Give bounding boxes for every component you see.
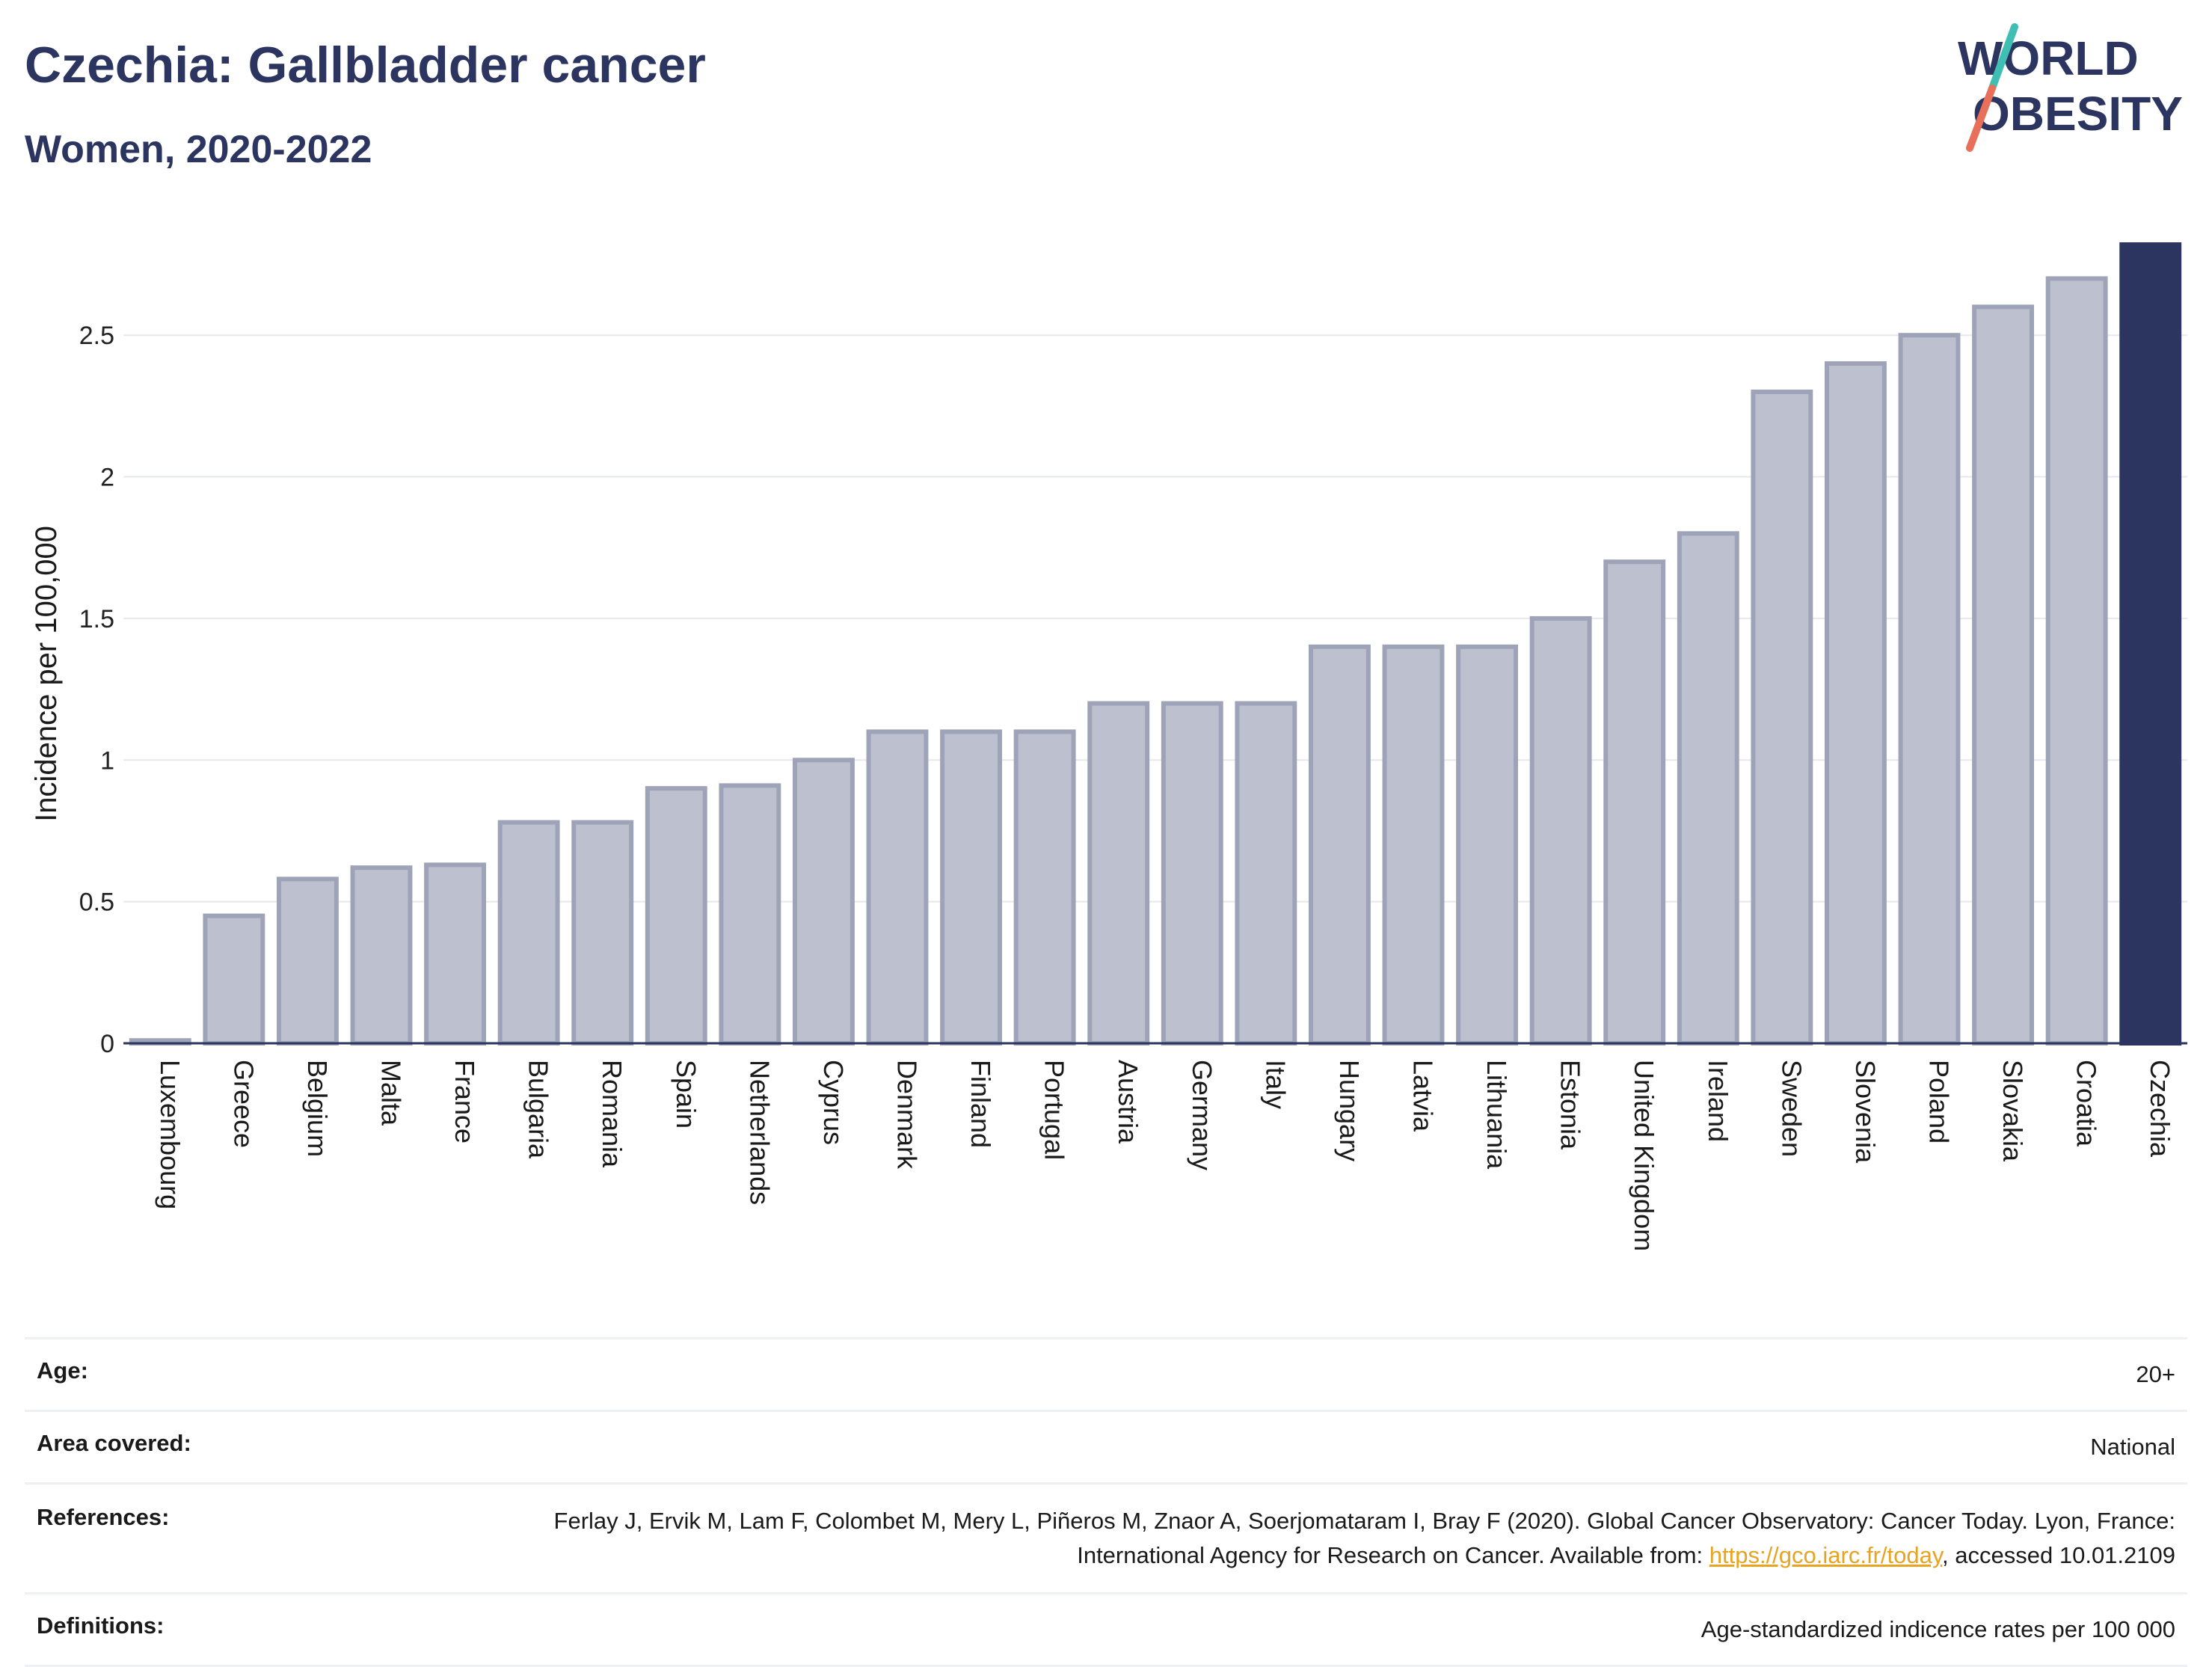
area-label: Area covered: (37, 1430, 191, 1456)
area-value: National (2090, 1434, 2175, 1460)
x-tick-label: France (449, 1060, 480, 1143)
y-tick-label: 2.5 (79, 322, 114, 350)
info-row-references: References: Ferlay J, Ervik M, Lam F, Co… (25, 1485, 2187, 1594)
info-table: Age: 20+ Area covered: National Referenc… (25, 1337, 2187, 1667)
x-tick-label: Finland (965, 1060, 996, 1148)
bar-united-kingdom (1603, 559, 1666, 1046)
x-tick-label: Belgium (302, 1060, 333, 1157)
x-tick-label: Cyprus (818, 1060, 849, 1145)
x-tick-label: Austria (1113, 1060, 1143, 1144)
bar-portugal (1013, 729, 1076, 1046)
x-tick-label: Greece (228, 1060, 259, 1148)
y-tick-label: 2 (100, 464, 114, 492)
references-text-1: Ferlay J, Ervik M, Lam F, Colombet M, Me… (553, 1508, 2175, 1568)
bar-estonia (1529, 615, 1592, 1046)
bar-lithuania (1456, 644, 1519, 1046)
chart-title: Czechia: Gallbladder cancer (25, 37, 706, 93)
bar-sweden (1751, 389, 1813, 1046)
references-text-2: , accessed 10.01.2109 (1942, 1542, 2175, 1568)
bar-spain (645, 786, 707, 1046)
bar-cyprus (792, 758, 855, 1046)
x-tick-label: Malta (375, 1060, 406, 1126)
bar-bulgaria (497, 820, 560, 1046)
bar-italy (1235, 701, 1297, 1046)
logo-line2: OBESITY (1973, 87, 2183, 141)
x-tick-labels: Luxembourg Greece Belgium Malta France Bulgar… (155, 1060, 2175, 1251)
x-tick-label: Germany (1187, 1060, 1217, 1170)
y-tick-label: 0 (100, 1030, 114, 1058)
bar-hungary (1308, 644, 1371, 1046)
bar-ireland (1677, 531, 1739, 1046)
logo-slash-teal (1988, 23, 2018, 92)
x-tick-label: Czechia (2145, 1060, 2175, 1158)
bar-greece (203, 913, 265, 1046)
x-tick-label: Lithuania (1481, 1060, 1512, 1170)
x-tick-label: Latvia (1407, 1060, 1438, 1132)
x-tick-label: Denmark (891, 1060, 922, 1170)
y-tick-labels: 0 0.5 1 1.5 2 2.5 (79, 322, 114, 1058)
bar-poland (1898, 333, 1961, 1046)
bar-france (424, 862, 487, 1046)
x-tick-label: Netherlands (744, 1060, 775, 1205)
x-tick-label: Hungary (1334, 1060, 1365, 1161)
age-label: Age: (37, 1357, 88, 1384)
definitions-value: Age-standardized indicence rates per 100… (1701, 1616, 2175, 1642)
x-tick-label: Romania (597, 1060, 627, 1168)
bar-slovakia (1972, 304, 2035, 1046)
x-tick-label: Slovakia (1997, 1060, 2028, 1162)
y-tick-label: 1 (100, 746, 114, 775)
bar-romania (571, 820, 634, 1046)
y-tick-label: 1.5 (79, 605, 114, 633)
x-tick-label: Luxembourg (155, 1060, 185, 1209)
bar-slovenia (1824, 361, 1887, 1046)
x-tick-label: Ireland (1703, 1060, 1733, 1142)
bar-austria (1087, 701, 1150, 1046)
bar-czechia (2119, 242, 2182, 1046)
logo-slash-coral (1966, 85, 1996, 152)
info-row-age: Age: 20+ (25, 1339, 2187, 1412)
x-tick-label: Bulgaria (523, 1060, 554, 1159)
x-tick-label: Italy (1260, 1060, 1291, 1109)
age-value: 20+ (2136, 1361, 2175, 1387)
x-tick-label: United Kingdom (1629, 1060, 1659, 1251)
bar-netherlands (719, 783, 781, 1046)
x-tick-label: Estonia (1555, 1060, 1586, 1150)
info-row-area: Area covered: National (25, 1412, 2187, 1485)
bar-germany (1161, 701, 1223, 1046)
logo-line1: WORLD (1958, 31, 2139, 85)
bar-croatia (2045, 276, 2108, 1046)
definitions-label: Definitions: (37, 1612, 165, 1639)
x-tick-label: Sweden (1776, 1060, 1807, 1157)
info-row-definitions: Definitions: Age-standardized indicence … (25, 1594, 2187, 1667)
references-value: Ferlay J, Ervik M, Lam F, Colombet M, Me… (530, 1504, 2175, 1573)
bar-finland (940, 729, 1003, 1046)
x-tick-label: Portugal (1039, 1060, 1070, 1160)
world-obesity-logo: WORLD OBESITY (1958, 23, 2183, 152)
x-tick-label: Croatia (2071, 1060, 2102, 1147)
bar-chart: 0 0.5 1 1.5 2 2.5 Luxembourg Greece Belgium Malt… (30, 242, 2187, 1251)
x-tick-label: Spain (671, 1060, 701, 1129)
x-tick-label: Slovenia (1850, 1060, 1881, 1164)
bar-malta (350, 865, 413, 1046)
y-tick-label: 0.5 (79, 888, 114, 917)
references-link[interactable]: https://gco.iarc.fr/today (1709, 1542, 1943, 1568)
x-tick-label: Poland (1923, 1060, 1954, 1143)
bar-latvia (1382, 644, 1445, 1046)
y-axis-label: Incidence per 100,000 (30, 526, 63, 822)
references-label: References: (37, 1504, 170, 1530)
bar-denmark (866, 729, 929, 1046)
chart-subtitle: Women, 2020-2022 (25, 128, 372, 171)
bar-belgium (276, 877, 339, 1046)
bars (129, 242, 2182, 1046)
